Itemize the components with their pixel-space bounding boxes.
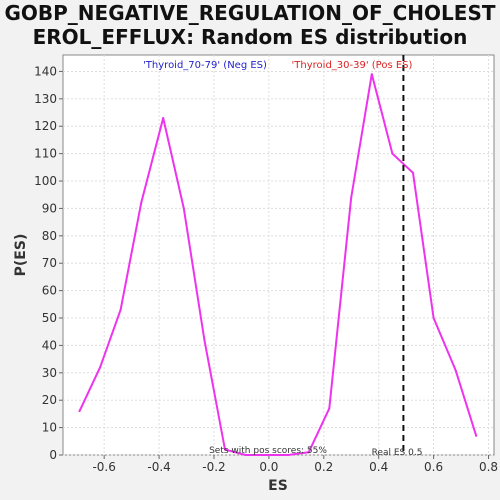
- y-tick-label: 90: [42, 201, 57, 215]
- y-tick-label: 130: [34, 92, 57, 106]
- series-point: [391, 152, 394, 155]
- series-point: [119, 308, 122, 311]
- series-point: [265, 454, 268, 456]
- series-point: [140, 201, 143, 204]
- series-point: [328, 407, 331, 410]
- x-tick-label: 0.2: [314, 460, 333, 474]
- y-tick-label: 70: [42, 256, 57, 270]
- series-point: [412, 171, 415, 174]
- series-point: [432, 317, 435, 320]
- series-point: [454, 369, 457, 372]
- y-tick-label: 100: [34, 174, 57, 188]
- series-layer: [78, 73, 478, 456]
- series-point: [244, 454, 247, 456]
- x-tick-label: 0.8: [479, 460, 498, 474]
- legend-pos-es: 'Thyroid_30-39' (Pos ES): [292, 60, 413, 71]
- series-point: [182, 207, 185, 210]
- y-tick-label: 10: [42, 421, 57, 435]
- y-tick-label: 110: [34, 147, 57, 161]
- real-es-annotation: Real ES 0.5: [372, 448, 423, 458]
- y-tick-label: 30: [42, 366, 57, 380]
- series-point: [370, 73, 373, 76]
- y-tick-label: 140: [34, 64, 57, 78]
- sets-pos-annotation: Sets with pos scores: 55%: [209, 446, 327, 456]
- y-tick-label: 0: [49, 448, 57, 462]
- chart-title-line1: GOBP_NEGATIVE_REGULATION_OF_CHOLEST: [4, 1, 495, 25]
- axis-ticks: 0 10 20 30 40 50 60 70 80 90 100 110 120 130 140 -0.6 -0…: [34, 64, 498, 474]
- y-tick-label: 50: [42, 311, 57, 325]
- y-tick-label: 120: [34, 119, 57, 133]
- series-point: [350, 196, 353, 199]
- y-tick-label: 60: [42, 284, 57, 298]
- series-point: [475, 434, 478, 437]
- y-tick-label: 20: [42, 393, 57, 407]
- x-axis-label: ES: [268, 478, 288, 494]
- series-point: [223, 448, 226, 451]
- x-tick-label: -0.6: [92, 460, 115, 474]
- x-tick-label: 0.6: [424, 460, 443, 474]
- grid: [63, 55, 494, 456]
- series-point: [203, 338, 206, 341]
- x-tick-label: 0.0: [259, 460, 278, 474]
- legend-neg-es: 'Thyroid_70-79' (Neg ES): [143, 60, 267, 71]
- plot-area: [62, 54, 495, 456]
- series-point: [162, 117, 165, 120]
- y-tick-label: 40: [42, 338, 57, 352]
- series-line: [78, 73, 478, 456]
- chart-title-line2: EROL_EFFLUX: Random ES distribution: [33, 25, 468, 49]
- series-point: [99, 366, 102, 369]
- x-tick-label: -0.4: [147, 460, 170, 474]
- x-tick-label: 0.4: [369, 460, 388, 474]
- y-axis-label: P(ES): [13, 234, 29, 277]
- series-point: [307, 451, 310, 454]
- x-tick-label: -0.2: [202, 460, 225, 474]
- series-point: [287, 454, 290, 456]
- series-point: [78, 410, 81, 413]
- y-tick-label: 80: [42, 229, 57, 243]
